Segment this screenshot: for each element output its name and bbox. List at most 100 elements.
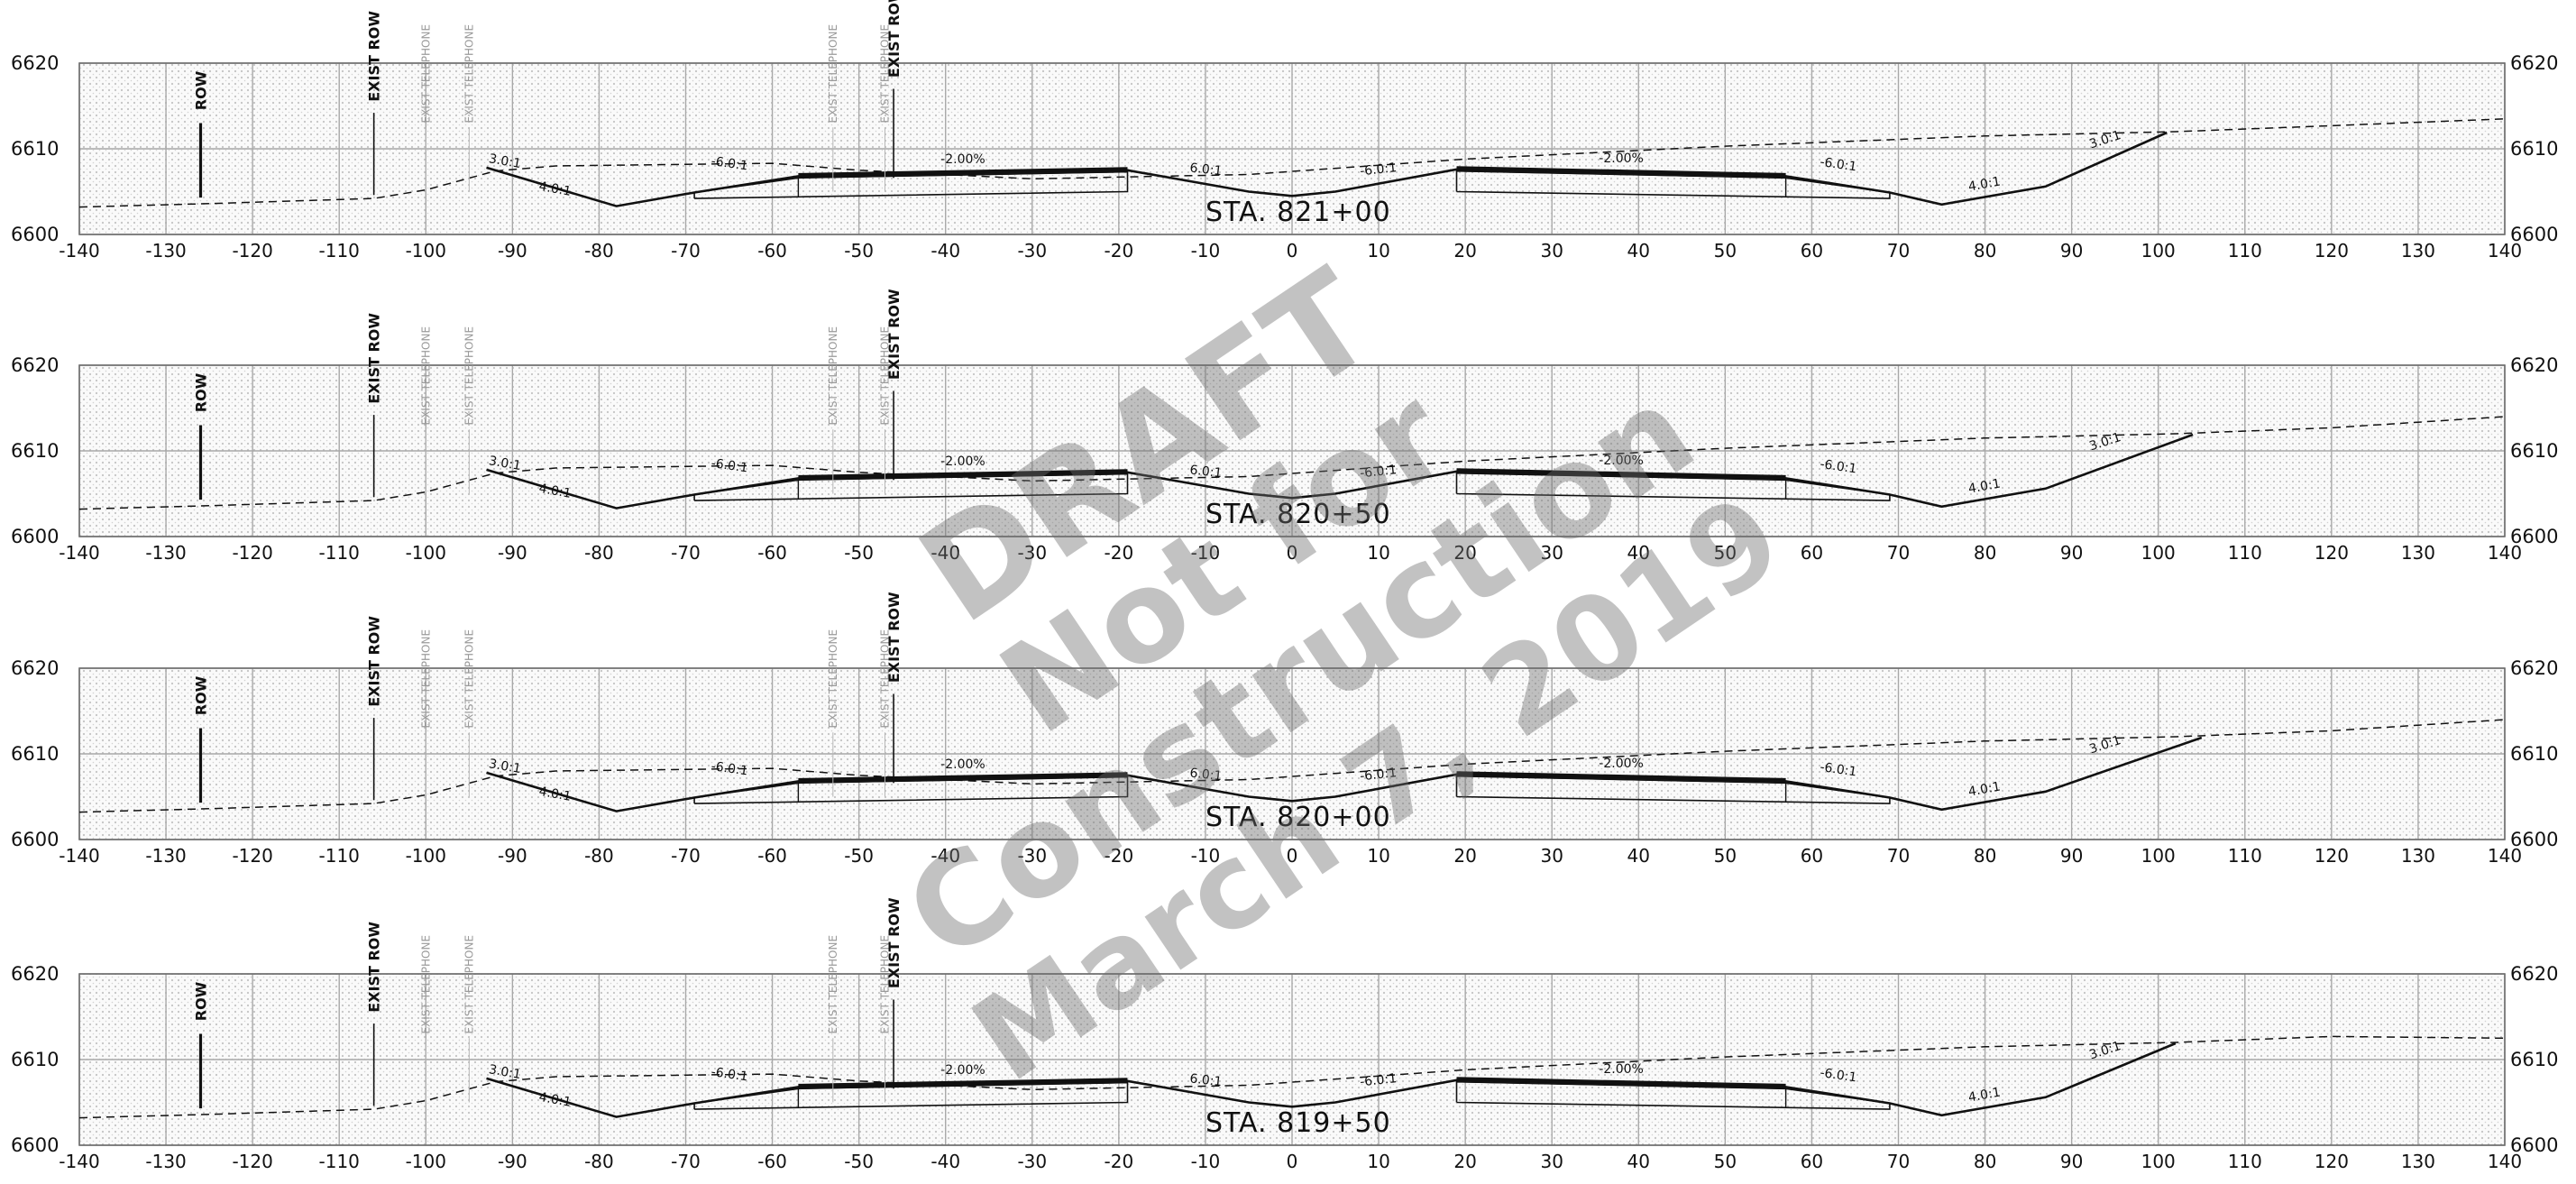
elevation-label-left: 6600 [11, 526, 59, 547]
offset-tick-label: 30 [1540, 240, 1563, 262]
exist-telephone-label: EXIST TELEPHONE [463, 629, 475, 729]
offset-tick-label: -30 [1017, 240, 1047, 262]
slope-label: -2.00% [1599, 757, 1644, 771]
elevation-label-right: 6600 [2510, 526, 2558, 547]
exist-telephone-label: EXIST TELEPHONE [463, 326, 475, 426]
offset-tick-label: 80 [1974, 1151, 1996, 1172]
offset-tick-label: -80 [584, 240, 614, 262]
offset-tick-label: 0 [1287, 240, 1298, 262]
exist-row-label-left: EXIST ROW [366, 11, 383, 102]
slope-label: 4.0:1 [1967, 1086, 2002, 1106]
panel-frame [78, 62, 2506, 235]
row-label: ROW [193, 675, 210, 715]
offset-tick-label: 10 [1367, 1151, 1389, 1172]
offset-tick-label: 70 [1887, 845, 1910, 867]
offset-tick-label: 60 [1801, 845, 1823, 867]
offset-tick-label: 120 [2315, 1151, 2349, 1172]
offset-tick-label: -60 [757, 542, 787, 564]
slope-label: -6.0:1 [1359, 1071, 1397, 1089]
elevation-label-right: 6620 [2510, 354, 2558, 376]
panel-frame [78, 364, 2506, 537]
slope-label: -2.00% [940, 454, 985, 469]
slope-label: 4.0:1 [537, 482, 572, 501]
offset-tick-label: -140 [59, 1151, 99, 1172]
exist-telephone-label: EXIST TELEPHONE [463, 24, 475, 124]
exist-telephone-label: EXIST TELEPHONE [827, 935, 839, 1034]
offset-tick-label: -40 [930, 1151, 960, 1172]
offset-tick-label: 100 [2141, 845, 2176, 867]
offset-tick-label: -30 [1017, 1151, 1047, 1172]
offset-tick-label: 30 [1540, 542, 1563, 564]
slope-label: -2.00% [940, 757, 985, 772]
offset-tick-label: -120 [232, 542, 272, 564]
exist-telephone-label: EXIST TELEPHONE [419, 629, 432, 729]
elevation-label-left: 6620 [11, 354, 59, 376]
offset-tick-label: -80 [584, 1151, 614, 1172]
offset-tick-label: 50 [1714, 845, 1737, 867]
offset-tick-label: 140 [2488, 1151, 2522, 1172]
elevation-label-left: 6620 [11, 963, 59, 985]
offset-tick-label: 30 [1540, 845, 1563, 867]
elevation-label-left: 6610 [11, 440, 59, 462]
exist-telephone-label: EXIST TELEPHONE [878, 629, 891, 729]
offset-tick-label: -110 [319, 1151, 360, 1172]
subbase-outline [693, 776, 1129, 804]
elevation-label-right: 6620 [2510, 657, 2558, 679]
offset-tick-label: -20 [1105, 240, 1134, 262]
offset-tick-label: 100 [2141, 1151, 2176, 1172]
pavement-layer [1456, 166, 1786, 177]
subbase-outline [1455, 472, 1891, 501]
offset-tick-label: 140 [2488, 240, 2522, 262]
exist-telephone-label: EXIST TELEPHONE [878, 326, 891, 426]
offset-tick-label: -40 [930, 240, 960, 262]
exist-row-label-left: EXIST ROW [366, 616, 383, 707]
offset-tick-label: -140 [59, 845, 99, 867]
offset-tick-label: -80 [584, 845, 614, 867]
offset-tick-label: -50 [844, 1151, 874, 1172]
offset-tick-label: -140 [59, 240, 99, 262]
slope-label: 6.0:1 [1189, 463, 1223, 481]
exist-telephone-label: EXIST TELEPHONE [419, 326, 432, 426]
offset-tick-label: 80 [1974, 845, 1996, 867]
subbase-outline [693, 170, 1129, 199]
exist-telephone-label: EXIST TELEPHONE [419, 24, 432, 124]
offset-tick-label: 80 [1974, 240, 1996, 262]
panel-frame [78, 667, 2506, 840]
station-label: STA. 820+50 [1205, 499, 1391, 530]
offset-tick-label: -10 [1191, 845, 1221, 867]
slope-label: -6.0:1 [1819, 155, 1857, 175]
offset-tick-label: 10 [1367, 845, 1389, 867]
offset-tick-label: -70 [671, 845, 701, 867]
subbase-outline [693, 1081, 1129, 1110]
offset-tick-label: -40 [930, 542, 960, 564]
pavement-layer [1456, 1077, 1786, 1088]
slope-label: -6.0:1 [1359, 766, 1397, 784]
offset-tick-label: -60 [757, 1151, 787, 1172]
offset-tick-label: -100 [406, 845, 446, 867]
offset-tick-label: 120 [2315, 845, 2349, 867]
offset-tick-label: -50 [844, 845, 874, 867]
offset-tick-label: -130 [145, 542, 186, 564]
exist-row-label-center: EXIST ROW [885, 897, 903, 988]
slope-label: -6.0:1 [1359, 161, 1397, 179]
offset-tick-label: 110 [2228, 1151, 2262, 1172]
elevation-label-left: 6610 [11, 1049, 59, 1070]
offset-tick-label: 0 [1287, 1151, 1298, 1172]
offset-tick-label: 10 [1367, 240, 1389, 262]
station-label: STA. 821+00 [1205, 197, 1391, 228]
offset-tick-label: -30 [1017, 542, 1047, 564]
offset-tick-label: 20 [1453, 1151, 1476, 1172]
elevation-label-right: 6600 [2510, 1134, 2558, 1156]
slope-label: -6.0:1 [710, 154, 749, 174]
offset-tick-label: -120 [232, 845, 272, 867]
exist-telephone-label: EXIST TELEPHONE [878, 24, 891, 124]
pavement-layer [1456, 771, 1786, 782]
offset-tick-label: -100 [406, 240, 446, 262]
offset-tick-label: 80 [1974, 542, 1996, 564]
offset-tick-label: -110 [319, 845, 360, 867]
elevation-label-left: 6600 [11, 829, 59, 850]
offset-tick-label: -10 [1191, 240, 1221, 262]
